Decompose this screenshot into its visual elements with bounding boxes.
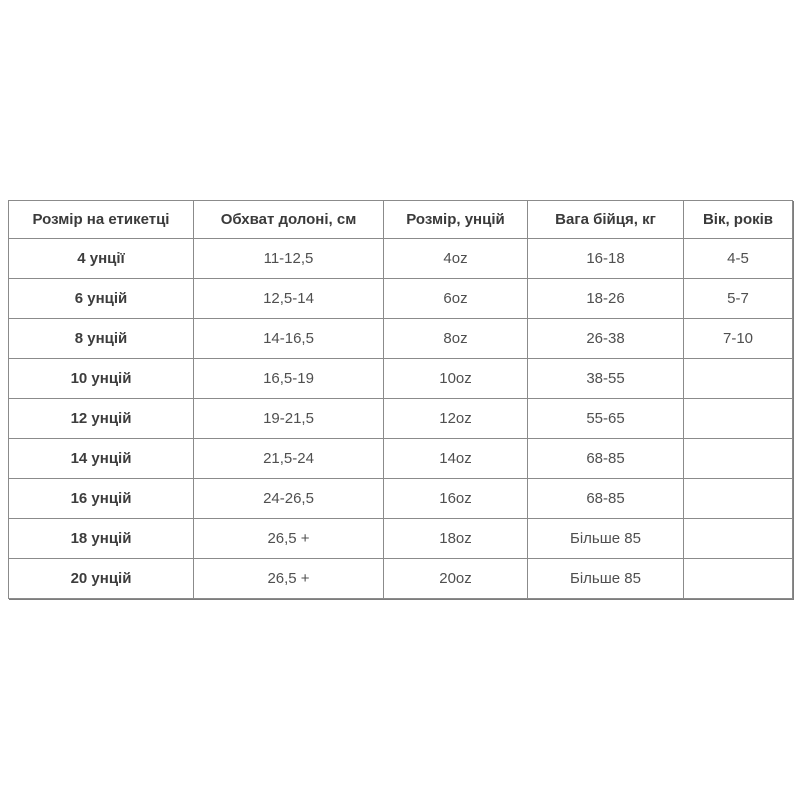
table-cell: 6 унцій bbox=[8, 278, 194, 319]
table-body: 4 унції 11-12,5 4oz 16-18 4-5 6 унцій 12,5-14 6… bbox=[8, 238, 793, 599]
table-cell: 55-65 bbox=[527, 398, 684, 439]
table-cell: 16-18 bbox=[527, 238, 684, 279]
table-cell: 68-85 bbox=[527, 438, 684, 479]
table-row: 10 унцій 16,5-19 10oz 38-55 bbox=[8, 358, 793, 399]
table-cell: 19-21,5 bbox=[193, 398, 384, 439]
table-cell bbox=[683, 438, 793, 479]
size-chart: Розмір на етикетці Обхват долоні, см Розмі… bbox=[8, 200, 793, 599]
table-cell bbox=[683, 398, 793, 439]
table-cell: 20oz bbox=[383, 558, 528, 599]
table-cell: 12oz bbox=[383, 398, 528, 439]
table-row: 18 унцій 26,5 +18oz Більше 85 bbox=[8, 518, 793, 559]
table-cell: 68-85 bbox=[527, 478, 684, 519]
table-row: 16 унцій 24-26,5 16oz 68-85 bbox=[8, 478, 793, 519]
table-cell: 14oz bbox=[383, 438, 528, 479]
table-row: 8 унцій 14-16,5 8oz 26-38 7-10 bbox=[8, 318, 793, 359]
table-cell: 18oz bbox=[383, 518, 528, 559]
table-row: 20 унцій 26,5 +20oz Більше 85 bbox=[8, 558, 793, 599]
table-cell bbox=[683, 478, 793, 519]
table-cell: 18-26 bbox=[527, 278, 684, 319]
table-cell: 4-5 bbox=[683, 238, 793, 279]
table-cell: 16,5-19 bbox=[193, 358, 384, 399]
table-cell: Більше 85 bbox=[527, 558, 684, 599]
table-cell: 26-38 bbox=[527, 318, 684, 359]
table-cell: 24-26,5 bbox=[193, 478, 384, 519]
table-cell: Більше 85 bbox=[527, 518, 684, 559]
table-cell: 6oz bbox=[383, 278, 528, 319]
table-cell bbox=[683, 518, 793, 559]
table-cell bbox=[683, 358, 793, 399]
header-row: Розмір на етикетці Обхват долоні, см Розмі… bbox=[8, 200, 793, 239]
column-header-3: Розмір, унцій bbox=[383, 200, 528, 239]
table-cell: 38-55 bbox=[527, 358, 684, 399]
table-row: 12 унцій 19-21,5 12oz 55-65 bbox=[8, 398, 793, 439]
table-cell: 18 унцій bbox=[8, 518, 194, 559]
column-header-5: Вік, років bbox=[683, 200, 793, 239]
table-cell: 8 унцій bbox=[8, 318, 194, 359]
table-cell: 16oz bbox=[383, 478, 528, 519]
table-cell: 12 унцій bbox=[8, 398, 194, 439]
table-cell: 4 унції bbox=[8, 238, 194, 279]
table-cell: 26,5 + bbox=[193, 518, 384, 559]
table-cell: 7-10 bbox=[683, 318, 793, 359]
table-cell: 20 унцій bbox=[8, 558, 194, 599]
size-chart-table: Розмір на етикетці Обхват долоні, см Розмі… bbox=[8, 200, 793, 599]
table-cell: 14 унцій bbox=[8, 438, 194, 479]
column-header-2: Обхват долоні, см bbox=[193, 200, 384, 239]
table-cell: 10oz bbox=[383, 358, 528, 399]
table-row: 14 унцій 21,5-24 14oz 68-85 bbox=[8, 438, 793, 479]
table-cell: 26,5 + bbox=[193, 558, 384, 599]
column-header-1: Розмір на етикетці bbox=[8, 200, 194, 239]
table-row: 4 унції 11-12,5 4oz 16-18 4-5 bbox=[8, 238, 793, 279]
table-cell: 8oz bbox=[383, 318, 528, 359]
table-row: 6 унцій 12,5-14 6oz 18-26 5-7 bbox=[8, 278, 793, 319]
table-cell: 21,5-24 bbox=[193, 438, 384, 479]
table-cell: 10 унцій bbox=[8, 358, 194, 399]
column-header-4: Вага бійця, кг bbox=[527, 200, 684, 239]
table-cell: 5-7 bbox=[683, 278, 793, 319]
table-cell: 16 унцій bbox=[8, 478, 194, 519]
table-cell: 14-16,5 bbox=[193, 318, 384, 359]
table-cell: 12,5-14 bbox=[193, 278, 384, 319]
table-cell: 4oz bbox=[383, 238, 528, 279]
table-cell bbox=[683, 558, 793, 599]
table-cell: 11-12,5 bbox=[193, 238, 384, 279]
